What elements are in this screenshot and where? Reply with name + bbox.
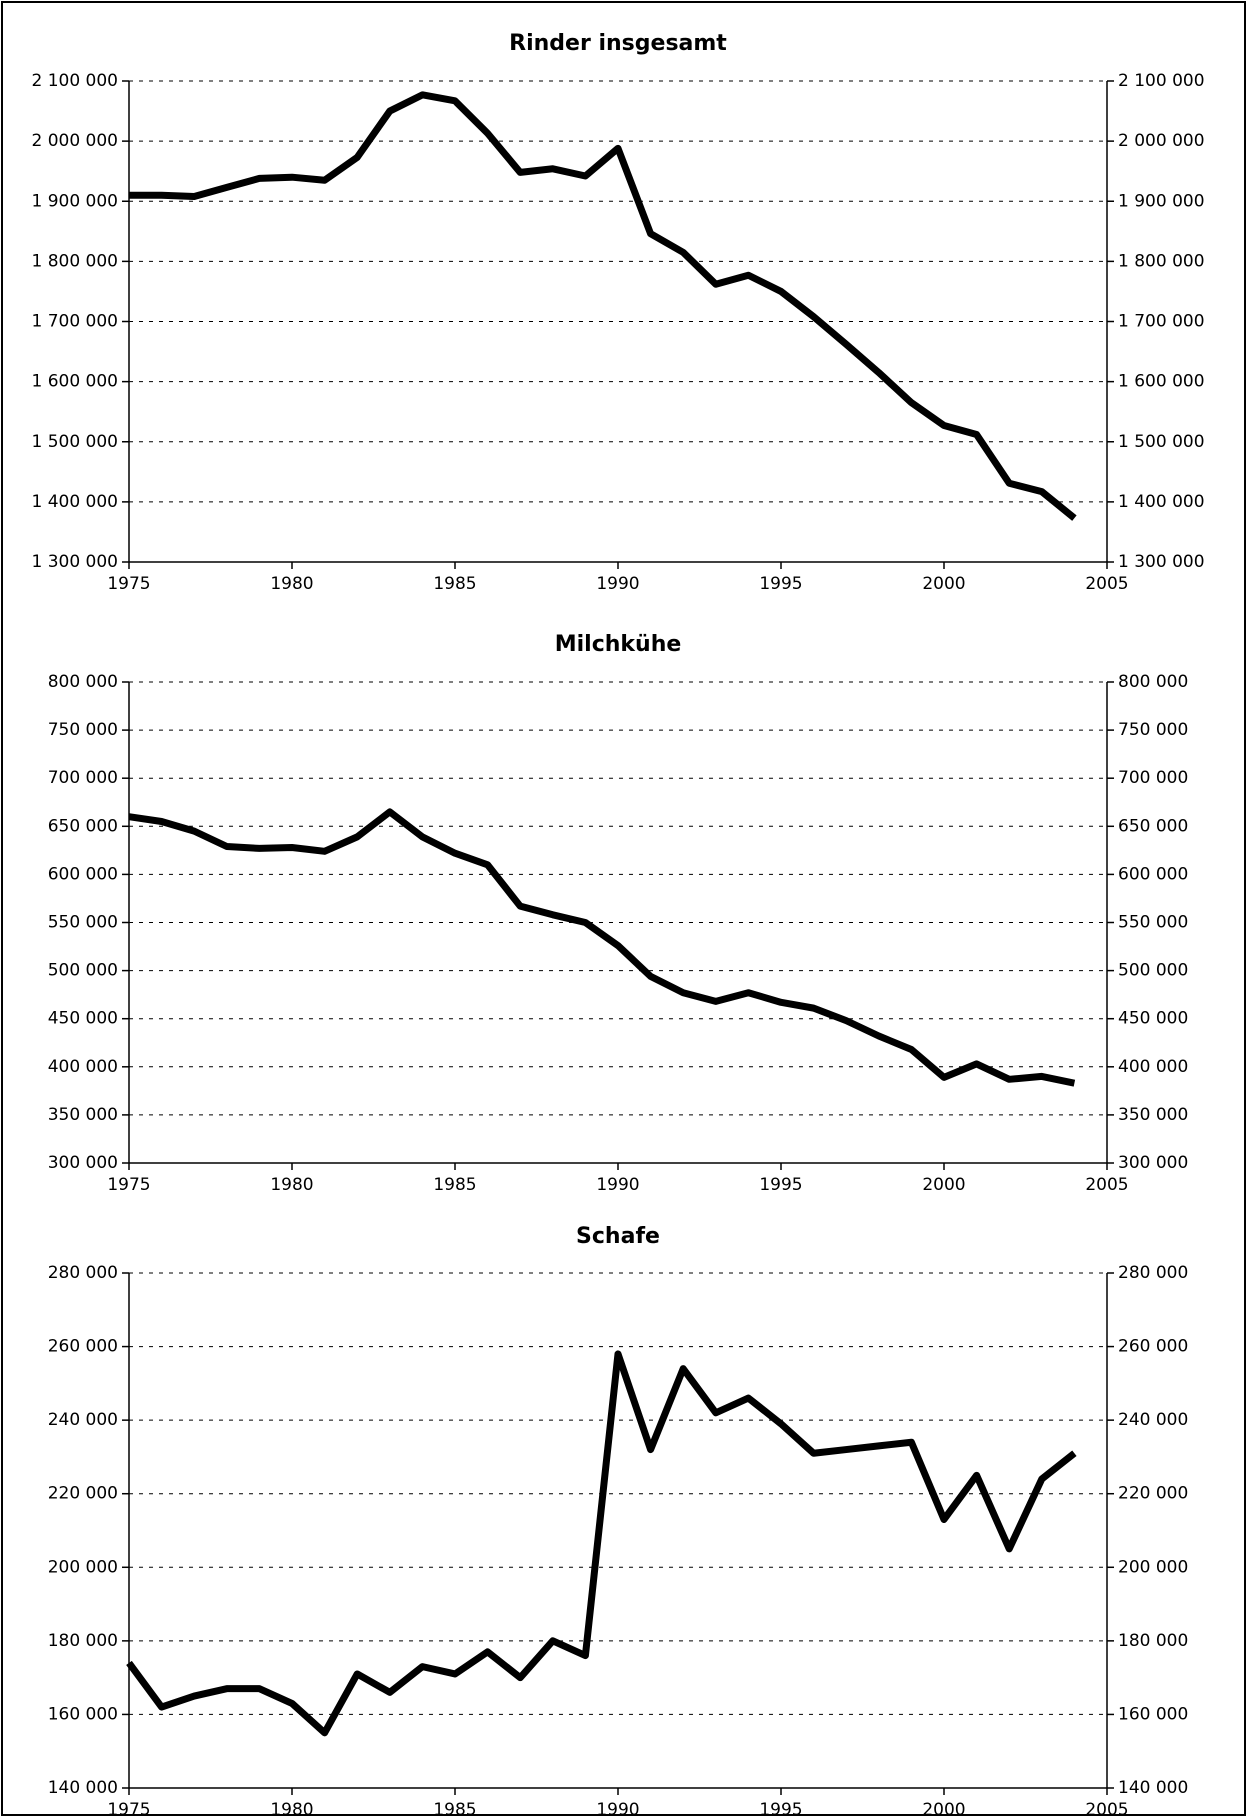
y-tick-label: 800 000 bbox=[48, 672, 118, 692]
y2-tick-label: 220 000 bbox=[1118, 1484, 1188, 1504]
y-tick-label: 180 000 bbox=[48, 1631, 118, 1651]
y2-tick-label: 600 000 bbox=[1118, 864, 1188, 884]
y2-tick-label: 1 300 000 bbox=[1118, 552, 1205, 572]
y2-tick-label: 750 000 bbox=[1118, 720, 1188, 740]
y2-tick-label: 200 000 bbox=[1118, 1557, 1188, 1577]
x-tick-label: 1985 bbox=[433, 1800, 476, 1818]
x-tick-label: 1980 bbox=[270, 1800, 313, 1818]
data-line bbox=[129, 91, 1077, 521]
y2-tick-label: 140 000 bbox=[1118, 1778, 1188, 1798]
y2-tick-label: 1 800 000 bbox=[1118, 251, 1205, 271]
y2-tick-label: 1 600 000 bbox=[1118, 372, 1205, 392]
y-tick-label: 240 000 bbox=[48, 1410, 118, 1430]
y2-tick-label: 550 000 bbox=[1118, 913, 1188, 933]
y-tick-label: 700 000 bbox=[48, 768, 118, 788]
x-tick-label: 2000 bbox=[922, 574, 965, 594]
x-tick-label: 1990 bbox=[596, 574, 639, 594]
y-tick-label: 280 000 bbox=[48, 1263, 118, 1283]
x-tick-label: 1995 bbox=[759, 574, 802, 594]
y2-tick-label: 500 000 bbox=[1118, 961, 1188, 981]
chart-title: Rinder insgesamt bbox=[509, 31, 727, 56]
y2-tick-label: 700 000 bbox=[1118, 768, 1188, 788]
x-tick-label: 2000 bbox=[922, 1800, 965, 1818]
y2-tick-label: 2 100 000 bbox=[1118, 71, 1205, 91]
y2-tick-label: 1 400 000 bbox=[1118, 492, 1205, 512]
y2-tick-label: 450 000 bbox=[1118, 1009, 1188, 1029]
y-tick-label: 550 000 bbox=[48, 913, 118, 933]
y2-tick-label: 300 000 bbox=[1118, 1153, 1188, 1173]
y-tick-label: 260 000 bbox=[48, 1337, 118, 1357]
y-tick-label: 2 100 000 bbox=[31, 71, 118, 91]
x-tick-label: 1995 bbox=[759, 1800, 802, 1818]
y-tick-label: 1 600 000 bbox=[31, 372, 118, 392]
x-tick-label: 1980 bbox=[270, 574, 313, 594]
x-tick-label: 2000 bbox=[922, 1175, 965, 1195]
y-tick-label: 200 000 bbox=[48, 1557, 118, 1577]
y2-tick-label: 2 000 000 bbox=[1118, 131, 1205, 151]
y-tick-label: 1 900 000 bbox=[31, 191, 118, 211]
data-line bbox=[126, 1350, 1077, 1737]
x-tick-label: 1975 bbox=[107, 574, 150, 594]
x-tick-label: 1980 bbox=[270, 1175, 313, 1195]
x-tick-label: 1990 bbox=[596, 1175, 639, 1195]
y2-tick-label: 1 900 000 bbox=[1118, 191, 1205, 211]
y2-tick-label: 1 500 000 bbox=[1118, 432, 1205, 452]
y2-tick-label: 160 000 bbox=[1118, 1704, 1188, 1724]
x-tick-label: 2005 bbox=[1085, 574, 1128, 594]
y2-tick-label: 350 000 bbox=[1118, 1105, 1188, 1125]
x-tick-label: 2005 bbox=[1085, 1175, 1128, 1195]
chart-title: Milchkühe bbox=[555, 632, 682, 657]
y2-tick-label: 1 700 000 bbox=[1118, 312, 1205, 332]
x-tick-label: 1995 bbox=[759, 1175, 802, 1195]
y-tick-label: 1 300 000 bbox=[31, 552, 118, 572]
y-tick-label: 300 000 bbox=[48, 1153, 118, 1173]
y-tick-label: 1 800 000 bbox=[31, 251, 118, 271]
y-tick-label: 650 000 bbox=[48, 816, 118, 836]
y-tick-label: 140 000 bbox=[48, 1778, 118, 1798]
x-tick-label: 1985 bbox=[433, 1175, 476, 1195]
y-tick-label: 160 000 bbox=[48, 1704, 118, 1724]
y-tick-label: 400 000 bbox=[48, 1057, 118, 1077]
x-tick-label: 1990 bbox=[596, 1800, 639, 1818]
y-tick-label: 1 400 000 bbox=[31, 492, 118, 512]
y-tick-label: 350 000 bbox=[48, 1105, 118, 1125]
x-tick-label: 1975 bbox=[107, 1800, 150, 1818]
y-tick-label: 1 700 000 bbox=[31, 312, 118, 332]
y-tick-label: 450 000 bbox=[48, 1009, 118, 1029]
y-tick-label: 1 500 000 bbox=[31, 432, 118, 452]
y2-tick-label: 800 000 bbox=[1118, 672, 1188, 692]
x-tick-label: 1975 bbox=[107, 1175, 150, 1195]
y2-tick-label: 240 000 bbox=[1118, 1410, 1188, 1430]
chart-title: Schafe bbox=[576, 1224, 660, 1249]
x-tick-label: 2005 bbox=[1085, 1800, 1128, 1818]
y-tick-label: 750 000 bbox=[48, 720, 118, 740]
x-tick-label: 1985 bbox=[433, 574, 476, 594]
y2-tick-label: 180 000 bbox=[1118, 1631, 1188, 1651]
y2-tick-label: 260 000 bbox=[1118, 1337, 1188, 1357]
y2-tick-label: 650 000 bbox=[1118, 816, 1188, 836]
y-tick-label: 500 000 bbox=[48, 961, 118, 981]
y2-tick-label: 400 000 bbox=[1118, 1057, 1188, 1077]
y-tick-label: 2 000 000 bbox=[31, 131, 118, 151]
data-line bbox=[128, 808, 1076, 1087]
y-tick-label: 600 000 bbox=[48, 864, 118, 884]
y-tick-label: 220 000 bbox=[48, 1484, 118, 1504]
y2-tick-label: 280 000 bbox=[1118, 1263, 1188, 1283]
